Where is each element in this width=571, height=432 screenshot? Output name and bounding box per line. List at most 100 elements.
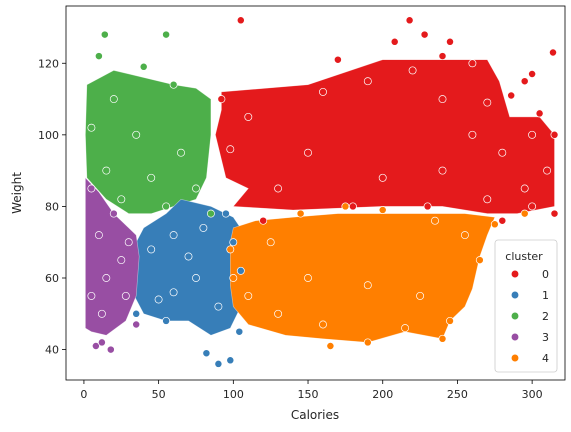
y-tick-label: 80 xyxy=(45,200,59,213)
point-cluster-3 xyxy=(87,184,96,193)
x-axis-label: Calories xyxy=(291,408,339,422)
y-tick-label: 100 xyxy=(38,129,59,142)
point-cluster-0 xyxy=(446,37,454,46)
point-cluster-0 xyxy=(304,148,312,157)
point-cluster-1 xyxy=(147,245,156,254)
point-cluster-0 xyxy=(528,70,537,78)
x-tick-label: 200 xyxy=(372,388,393,401)
legend-label-4: 4 xyxy=(542,352,549,365)
x-tick-label: 0 xyxy=(80,388,87,401)
point-cluster-0 xyxy=(405,16,414,25)
point-cluster-0 xyxy=(319,87,327,96)
point-cluster-4 xyxy=(326,342,335,350)
legend-marker-1 xyxy=(510,290,520,300)
point-cluster-3 xyxy=(97,309,106,318)
cluster-1-region xyxy=(128,198,246,336)
point-cluster-4 xyxy=(274,309,283,318)
point-cluster-0 xyxy=(217,95,226,104)
point-cluster-0 xyxy=(549,48,557,57)
point-cluster-0 xyxy=(535,109,544,118)
legend-marker-3 xyxy=(510,332,520,342)
point-cluster-4 xyxy=(446,316,454,325)
point-cluster-2 xyxy=(169,80,178,89)
cluster-0-region xyxy=(215,59,555,214)
point-cluster-2 xyxy=(94,52,103,61)
legend-label-1: 1 xyxy=(542,289,549,302)
point-cluster-4 xyxy=(266,238,275,247)
point-cluster-2 xyxy=(162,30,171,39)
point-cluster-1 xyxy=(132,309,141,318)
point-cluster-3 xyxy=(109,209,118,218)
point-cluster-1 xyxy=(192,274,200,282)
x-tick-label: 150 xyxy=(298,388,319,401)
point-cluster-0 xyxy=(333,55,342,64)
point-cluster-2 xyxy=(147,173,156,182)
point-cluster-2 xyxy=(100,30,109,39)
y-axis-label: Weight xyxy=(10,172,24,214)
point-cluster-0 xyxy=(438,166,447,175)
point-cluster-0 xyxy=(550,209,559,218)
point-cluster-1 xyxy=(221,209,230,218)
x-tick-label: 100 xyxy=(223,388,244,401)
point-cluster-0 xyxy=(420,30,429,39)
point-cluster-4 xyxy=(229,274,238,282)
point-cluster-2 xyxy=(117,195,126,204)
x-tick-label: 250 xyxy=(447,388,468,401)
point-cluster-0 xyxy=(438,52,447,61)
series-cluster-4 xyxy=(226,202,529,350)
point-cluster-1 xyxy=(214,359,223,368)
cluster-2-region xyxy=(85,70,212,214)
series-cluster-2 xyxy=(87,30,215,218)
point-cluster-2 xyxy=(132,130,141,139)
point-cluster-4 xyxy=(226,245,235,254)
point-cluster-4 xyxy=(438,334,447,343)
series-cluster-1 xyxy=(132,209,245,368)
x-tick-label: 50 xyxy=(152,388,166,401)
legend-label-0: 0 xyxy=(542,268,549,281)
point-cluster-4 xyxy=(431,216,439,225)
point-cluster-3 xyxy=(97,338,106,347)
point-cluster-0 xyxy=(528,130,537,139)
point-cluster-0 xyxy=(468,130,477,139)
plot-area xyxy=(65,5,566,381)
point-cluster-0 xyxy=(438,95,447,104)
point-cluster-0 xyxy=(528,202,537,211)
point-cluster-1 xyxy=(169,231,178,240)
point-cluster-0 xyxy=(468,59,477,68)
point-cluster-1 xyxy=(236,266,245,275)
y-tick-label: 60 xyxy=(45,272,59,285)
point-cluster-0 xyxy=(550,130,559,139)
point-cluster-3 xyxy=(91,342,100,350)
point-cluster-2 xyxy=(162,202,171,211)
point-cluster-3 xyxy=(132,320,141,329)
x-axis: 0 50 100 150 200 250 300 xyxy=(80,380,543,401)
point-cluster-1 xyxy=(154,295,163,304)
point-cluster-3 xyxy=(124,238,133,247)
point-cluster-0 xyxy=(543,166,552,175)
point-cluster-1 xyxy=(184,252,193,261)
x-tick-label: 300 xyxy=(522,388,543,401)
point-cluster-3 xyxy=(102,274,111,282)
legend-marker-4 xyxy=(510,353,520,363)
point-cluster-0 xyxy=(498,148,507,157)
point-cluster-3 xyxy=(106,345,115,354)
point-cluster-2 xyxy=(139,62,148,71)
point-cluster-2 xyxy=(109,95,118,104)
point-cluster-4 xyxy=(296,209,305,218)
point-cluster-1 xyxy=(169,288,178,297)
cluster-4-region xyxy=(230,213,496,343)
point-cluster-0 xyxy=(259,216,268,225)
series-cluster-0 xyxy=(217,16,559,225)
point-cluster-0 xyxy=(507,91,516,100)
point-cluster-0 xyxy=(244,112,253,121)
point-cluster-0 xyxy=(520,77,529,86)
point-cluster-2 xyxy=(102,166,111,175)
legend-title: cluster xyxy=(505,250,543,263)
point-cluster-4 xyxy=(304,274,312,282)
point-cluster-0 xyxy=(348,202,357,211)
series-cluster-3 xyxy=(87,184,141,354)
point-cluster-1 xyxy=(229,238,238,247)
point-cluster-0 xyxy=(236,16,245,25)
point-cluster-4 xyxy=(363,281,372,290)
